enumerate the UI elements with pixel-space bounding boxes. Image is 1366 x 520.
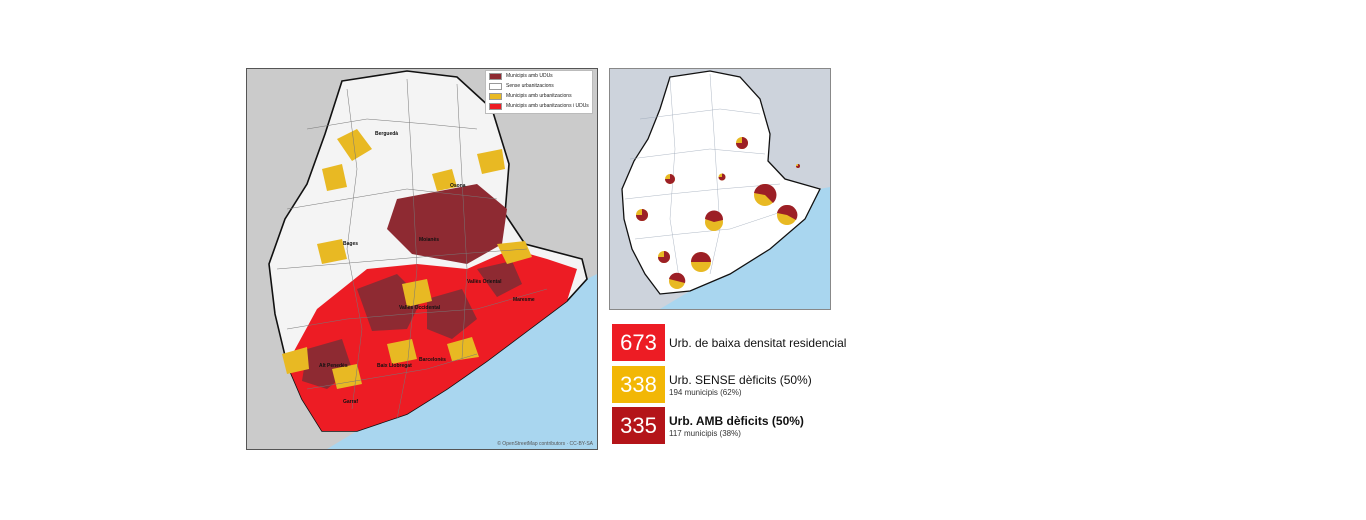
- pie-6: [636, 209, 648, 221]
- pie-4: [754, 183, 777, 206]
- map-legend: Municipis amb UDUs Sense urbanitzacions …: [485, 70, 593, 114]
- legend-label-udus: Municipis amb UDUs: [506, 73, 553, 79]
- pie-map-borders: [624, 73, 791, 285]
- label-baix-llobregat: Baix Llobregat: [377, 363, 412, 369]
- pie-10: [669, 272, 686, 289]
- region-urban-11: [447, 337, 479, 361]
- region-urban-5: [317, 239, 347, 264]
- pie-3: [718, 173, 726, 181]
- legend-swatch-urban: [489, 92, 502, 100]
- legend-label-urban: Municipis amb urbanitzacions: [506, 93, 572, 99]
- main-map: Berguedà Osona Bages Moianès Vallès Orie…: [246, 68, 598, 450]
- main-map-svg: Berguedà Osona Bages Moianès Vallès Orie…: [247, 69, 597, 449]
- stat-total-text: Urb. de baixa densitat residencial: [669, 336, 846, 350]
- stat-total-label: Urb. de baixa densitat residencial: [669, 335, 847, 350]
- region-udus-1: [387, 184, 507, 264]
- region-urban-4: [432, 169, 457, 191]
- pie-8: [658, 251, 670, 263]
- region-urban-6: [402, 279, 432, 307]
- region-udus-5: [477, 261, 522, 297]
- legend-item-urban: Municipis amb urbanitzacions: [489, 91, 592, 101]
- stat-sense: 338 Urb. SENSE dèficits (50%) 194 munici…: [612, 366, 812, 403]
- pie-markers: [636, 137, 800, 289]
- legend-swatch-none: [489, 82, 502, 90]
- pie-11: [796, 164, 800, 168]
- label-moianes: Moianès: [419, 237, 439, 243]
- stat-sense-sub: 194 municipis (62%): [669, 387, 742, 397]
- region-urban-8: [332, 364, 362, 389]
- label-bages: Bages: [343, 241, 358, 247]
- legend-item-both: Municipis amb urbanitzacions i UDUs: [489, 101, 592, 111]
- stat-amb-sub: 117 municipis (38%): [669, 428, 741, 438]
- region-urban-2: [322, 164, 347, 191]
- label-alt-penedes: Alt Penedès: [319, 363, 348, 369]
- legend-item-none: Sense urbanitzacions: [489, 81, 592, 91]
- stat-sense-value: 338: [612, 366, 665, 403]
- region-urban-1: [337, 129, 372, 161]
- label-maresme: Maresme: [513, 297, 535, 303]
- stat-total-value: 673: [612, 324, 665, 361]
- stat-sense-text: Urb. SENSE dèficits (50%) 194 municipis …: [669, 373, 812, 397]
- pie-5: [777, 204, 798, 225]
- label-osona: Osona: [450, 183, 466, 189]
- region-urban-3: [477, 149, 505, 174]
- pie-map: [609, 68, 831, 310]
- pie-map-province: [621, 70, 821, 295]
- label-valles-oriental: Vallès Oriental: [467, 279, 502, 285]
- stat-amb-text: Urb. AMB dèficits (50%) 117 municipis (3…: [669, 414, 804, 438]
- stat-total: 673 Urb. de baixa densitat residencial: [612, 324, 846, 361]
- region-urban-9: [497, 241, 532, 264]
- label-barcelones: Barcelonès: [419, 357, 446, 363]
- legend-item-udus: Municipis amb UDUs: [489, 71, 592, 81]
- label-garraf: Garraf: [343, 399, 358, 405]
- municipal-borders: [276, 78, 548, 420]
- legend-label-both: Municipis amb urbanitzacions i UDUs: [506, 103, 589, 109]
- pie-map-sea: [660, 187, 830, 309]
- legend-label-none: Sense urbanitzacions: [506, 83, 554, 89]
- stat-sense-label: Urb. SENSE dèficits (50%): [669, 372, 812, 387]
- sea: [327, 274, 597, 449]
- label-bergueda: Berguedà: [375, 131, 398, 137]
- pie-1: [736, 137, 748, 149]
- stat-amb-label: Urb. AMB dèficits (50%): [669, 413, 804, 428]
- region-urban-7: [282, 347, 309, 374]
- map-credit: © OpenStreetMap contributors · CC-BY-SA: [497, 441, 593, 447]
- stat-amb: 335 Urb. AMB dèficits (50%) 117 municipi…: [612, 407, 804, 444]
- pie-map-svg: [610, 69, 830, 309]
- label-valles-occidental: Vallès Occidental: [399, 305, 441, 311]
- legend-swatch-both: [489, 102, 502, 110]
- pie-2: [665, 174, 675, 184]
- region-udus-3: [427, 289, 477, 339]
- stat-amb-value: 335: [612, 407, 665, 444]
- pie-7: [705, 210, 724, 231]
- legend-swatch-udus: [489, 72, 502, 80]
- pie-9: [691, 252, 711, 272]
